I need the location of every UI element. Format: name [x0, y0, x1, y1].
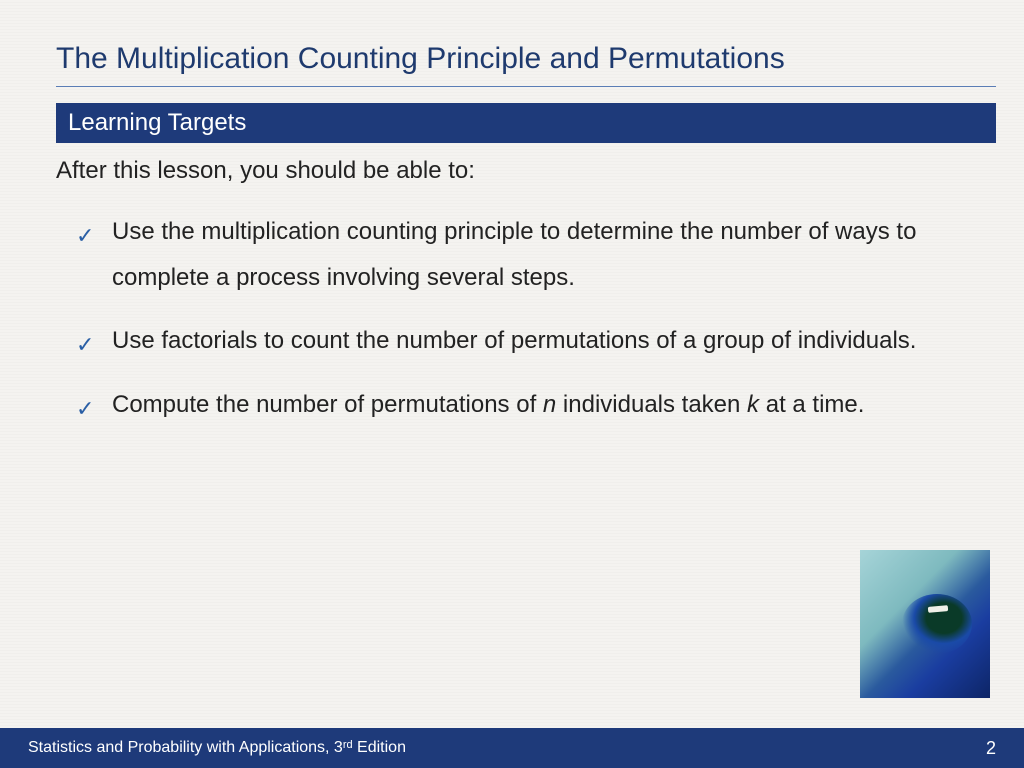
- page-title: The Multiplication Counting Principle an…: [0, 0, 1024, 86]
- slide: The Multiplication Counting Principle an…: [0, 0, 1024, 768]
- title-underline: [56, 86, 996, 87]
- italic-k: k: [747, 391, 759, 418]
- bullet-text: Compute the number of permutations of: [112, 391, 543, 418]
- bullet-text: Use factorials to count the number of pe…: [112, 327, 916, 354]
- bullet-text: individuals taken: [556, 391, 747, 418]
- footer-pre: Statistics and Probability with Applicat…: [28, 739, 343, 756]
- list-item: ✓ Use the multiplication counting princi…: [112, 209, 964, 300]
- bullet-text: Use the multiplication counting principl…: [112, 218, 916, 291]
- page-number: 2: [986, 738, 996, 759]
- check-icon: ✓: [76, 324, 94, 366]
- peacock-image: [860, 550, 990, 698]
- footer-sup: rd: [343, 739, 353, 751]
- intro-text: After this lesson, you should be able to…: [0, 143, 1024, 185]
- italic-n: n: [543, 391, 556, 418]
- bullet-text: at a time.: [759, 391, 864, 418]
- check-icon: ✓: [76, 388, 94, 430]
- footer-text: Statistics and Probability with Applicat…: [28, 739, 406, 757]
- section-header: Learning Targets: [56, 103, 996, 143]
- footer-bar: Statistics and Probability with Applicat…: [0, 728, 1024, 768]
- footer-post: Edition: [353, 739, 406, 756]
- check-icon: ✓: [76, 215, 94, 257]
- list-item: ✓ Compute the number of permutations of …: [112, 382, 964, 428]
- bullet-list: ✓ Use the multiplication counting princi…: [0, 185, 1024, 427]
- list-item: ✓ Use factorials to count the number of …: [112, 318, 964, 364]
